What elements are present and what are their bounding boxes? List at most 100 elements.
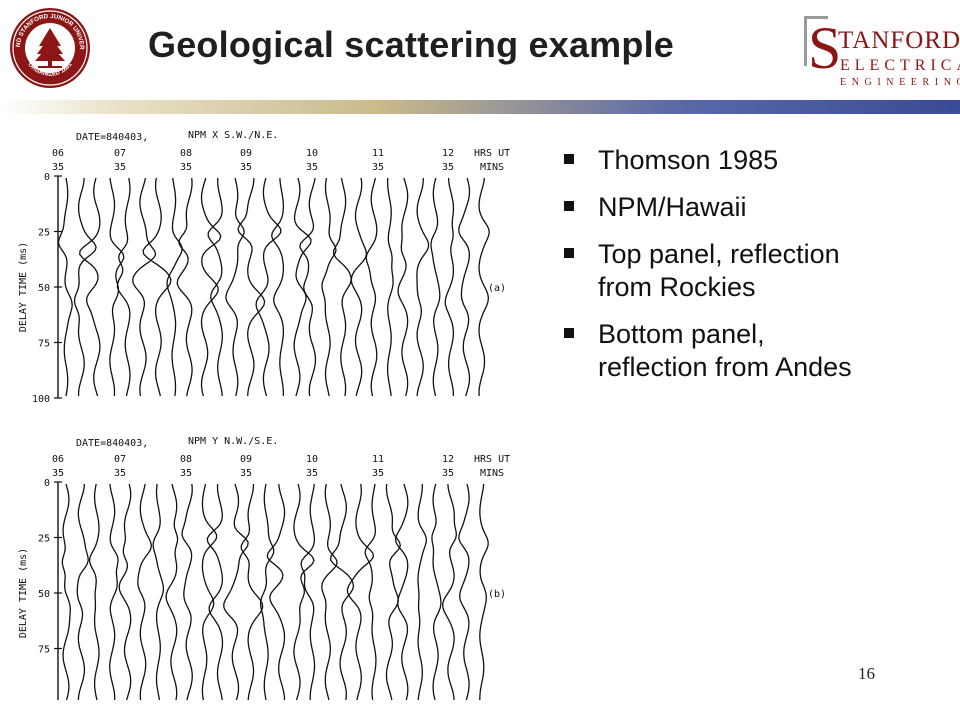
waveform-trace <box>385 483 401 700</box>
minute-label: 35 <box>442 162 454 173</box>
bullet-square-icon <box>564 201 574 211</box>
bullet-text: Thomson 1985 <box>598 145 779 175</box>
waveform-trace <box>200 177 222 397</box>
minute-label: 35 <box>114 162 126 173</box>
waveform-trace <box>416 177 430 397</box>
y-tick-label: 0 <box>44 172 50 183</box>
waveform-trace <box>76 483 89 700</box>
waveform-trace <box>109 177 125 397</box>
waveform-trace <box>118 483 132 700</box>
waveform-trace <box>237 177 266 397</box>
minute-label: 35 <box>52 162 64 173</box>
stanford-electrical-engineering-logo: S TANFORD ELECTRICAL ENGINEERING <box>804 15 960 92</box>
logo-bracket <box>804 16 828 19</box>
panel-date: DATE=840403, <box>76 438 148 449</box>
waveform-trace <box>223 483 249 700</box>
hour-label: 10 <box>306 454 318 465</box>
y-tick-label: 100 <box>32 394 50 405</box>
bullet-item: Thomson 1985 <box>562 144 862 177</box>
page-number: 16 <box>858 664 875 683</box>
waveform-trace <box>299 177 317 397</box>
waveform-trace <box>397 177 409 397</box>
waveform-trace <box>142 177 172 397</box>
waveform-trace <box>444 177 455 397</box>
minute-label: 35 <box>372 162 384 173</box>
waveform-trace <box>394 483 409 700</box>
waveform-trace <box>478 177 490 397</box>
waveform-trace <box>132 177 157 397</box>
stanford-university-seal-icon: LELAND STANFORD JUNIOR UNIVERSITY ORGANI… <box>8 6 90 88</box>
slide-title: Geological scattering example <box>148 24 674 65</box>
y-tick-label: 75 <box>38 339 50 350</box>
y-axis-label: DELAY TIME (ms) <box>18 242 29 332</box>
waveform-trace <box>350 177 368 397</box>
waveform-trace <box>442 483 458 700</box>
waveform-trace <box>271 177 285 397</box>
hour-label: 07 <box>114 454 126 465</box>
minute-label: 35 <box>114 468 126 479</box>
waveform-trace <box>207 177 223 397</box>
panel-label: (b) <box>488 589 506 600</box>
waveform-trace <box>332 177 352 397</box>
waveform-trace <box>259 483 275 700</box>
minute-label: 35 <box>52 468 64 479</box>
logo-line-electrical: ELECTRICAL <box>840 57 960 74</box>
minute-label: 35 <box>372 468 384 479</box>
hour-label: 09 <box>240 148 252 159</box>
hours-unit-label: HRS UT <box>474 148 510 159</box>
waveform-trace <box>61 483 71 700</box>
waveform-trace <box>321 483 338 700</box>
delay-time-figure: DATE=840403, NPM X S.W./N.E.0635073508350… <box>18 130 510 700</box>
logo-line-engineering: ENGINEERING <box>840 77 960 88</box>
bullet-item: Bottom panel, reflection from Andes <box>562 318 862 384</box>
bullet-square-icon <box>564 328 574 338</box>
hour-label: 07 <box>114 148 126 159</box>
waveform-trace <box>240 483 264 700</box>
waveform-trace <box>300 483 316 700</box>
y-tick-label: 0 <box>44 478 50 489</box>
minute-label: 35 <box>180 162 192 173</box>
panel-component: NPM X S.W./N.E. <box>188 130 278 141</box>
waveform-trace <box>255 177 282 397</box>
waveform-trace <box>365 177 378 397</box>
waveform-trace <box>176 177 193 397</box>
minute-label: 35 <box>306 162 318 173</box>
bullet-square-icon <box>564 248 574 258</box>
bullet-text: NPM/Hawaii <box>598 192 747 222</box>
bullet-text: Bottom panel, reflection from Andes <box>598 319 852 382</box>
waveform-trace <box>321 177 337 397</box>
waveform-trace <box>266 483 286 700</box>
waveform-trace <box>293 483 315 700</box>
hour-label: 12 <box>442 148 454 159</box>
waveform-trace <box>479 483 489 700</box>
waveform-trace <box>431 483 442 700</box>
waveform-trace <box>88 483 100 700</box>
waveform-trace <box>116 177 131 397</box>
tree-icon <box>35 28 65 68</box>
minute-label: 35 <box>306 468 318 479</box>
hours-unit-label: HRS UT <box>474 454 510 465</box>
waveform-trace <box>181 483 193 700</box>
bullet-list: Thomson 1985 NPM/Hawaii Top panel, refle… <box>562 144 862 398</box>
waveform-trace <box>386 177 394 397</box>
panel-label: (a) <box>488 283 506 294</box>
waveform-trace <box>430 177 441 397</box>
waveform-trace <box>330 483 355 700</box>
logo-letter-s: S <box>808 15 842 81</box>
waveform-trace <box>225 177 245 397</box>
hour-label: 11 <box>372 454 384 465</box>
waveform-trace <box>152 483 165 700</box>
waveform-trace <box>109 483 119 700</box>
hour-label: 09 <box>240 454 252 465</box>
bullet-item: NPM/Hawaii <box>562 191 862 224</box>
waveform-trace <box>201 483 218 700</box>
y-tick-label: 50 <box>38 589 50 600</box>
panel-date: DATE=840403, <box>76 132 148 143</box>
hour-label: 06 <box>52 148 64 159</box>
y-tick-label: 25 <box>38 228 50 239</box>
waveform-trace <box>206 483 224 700</box>
waveform-trace <box>458 483 470 700</box>
waveform-trace <box>293 177 312 397</box>
y-axis-label: DELAY TIME (ms) <box>18 548 29 638</box>
hour-label: 08 <box>180 454 192 465</box>
